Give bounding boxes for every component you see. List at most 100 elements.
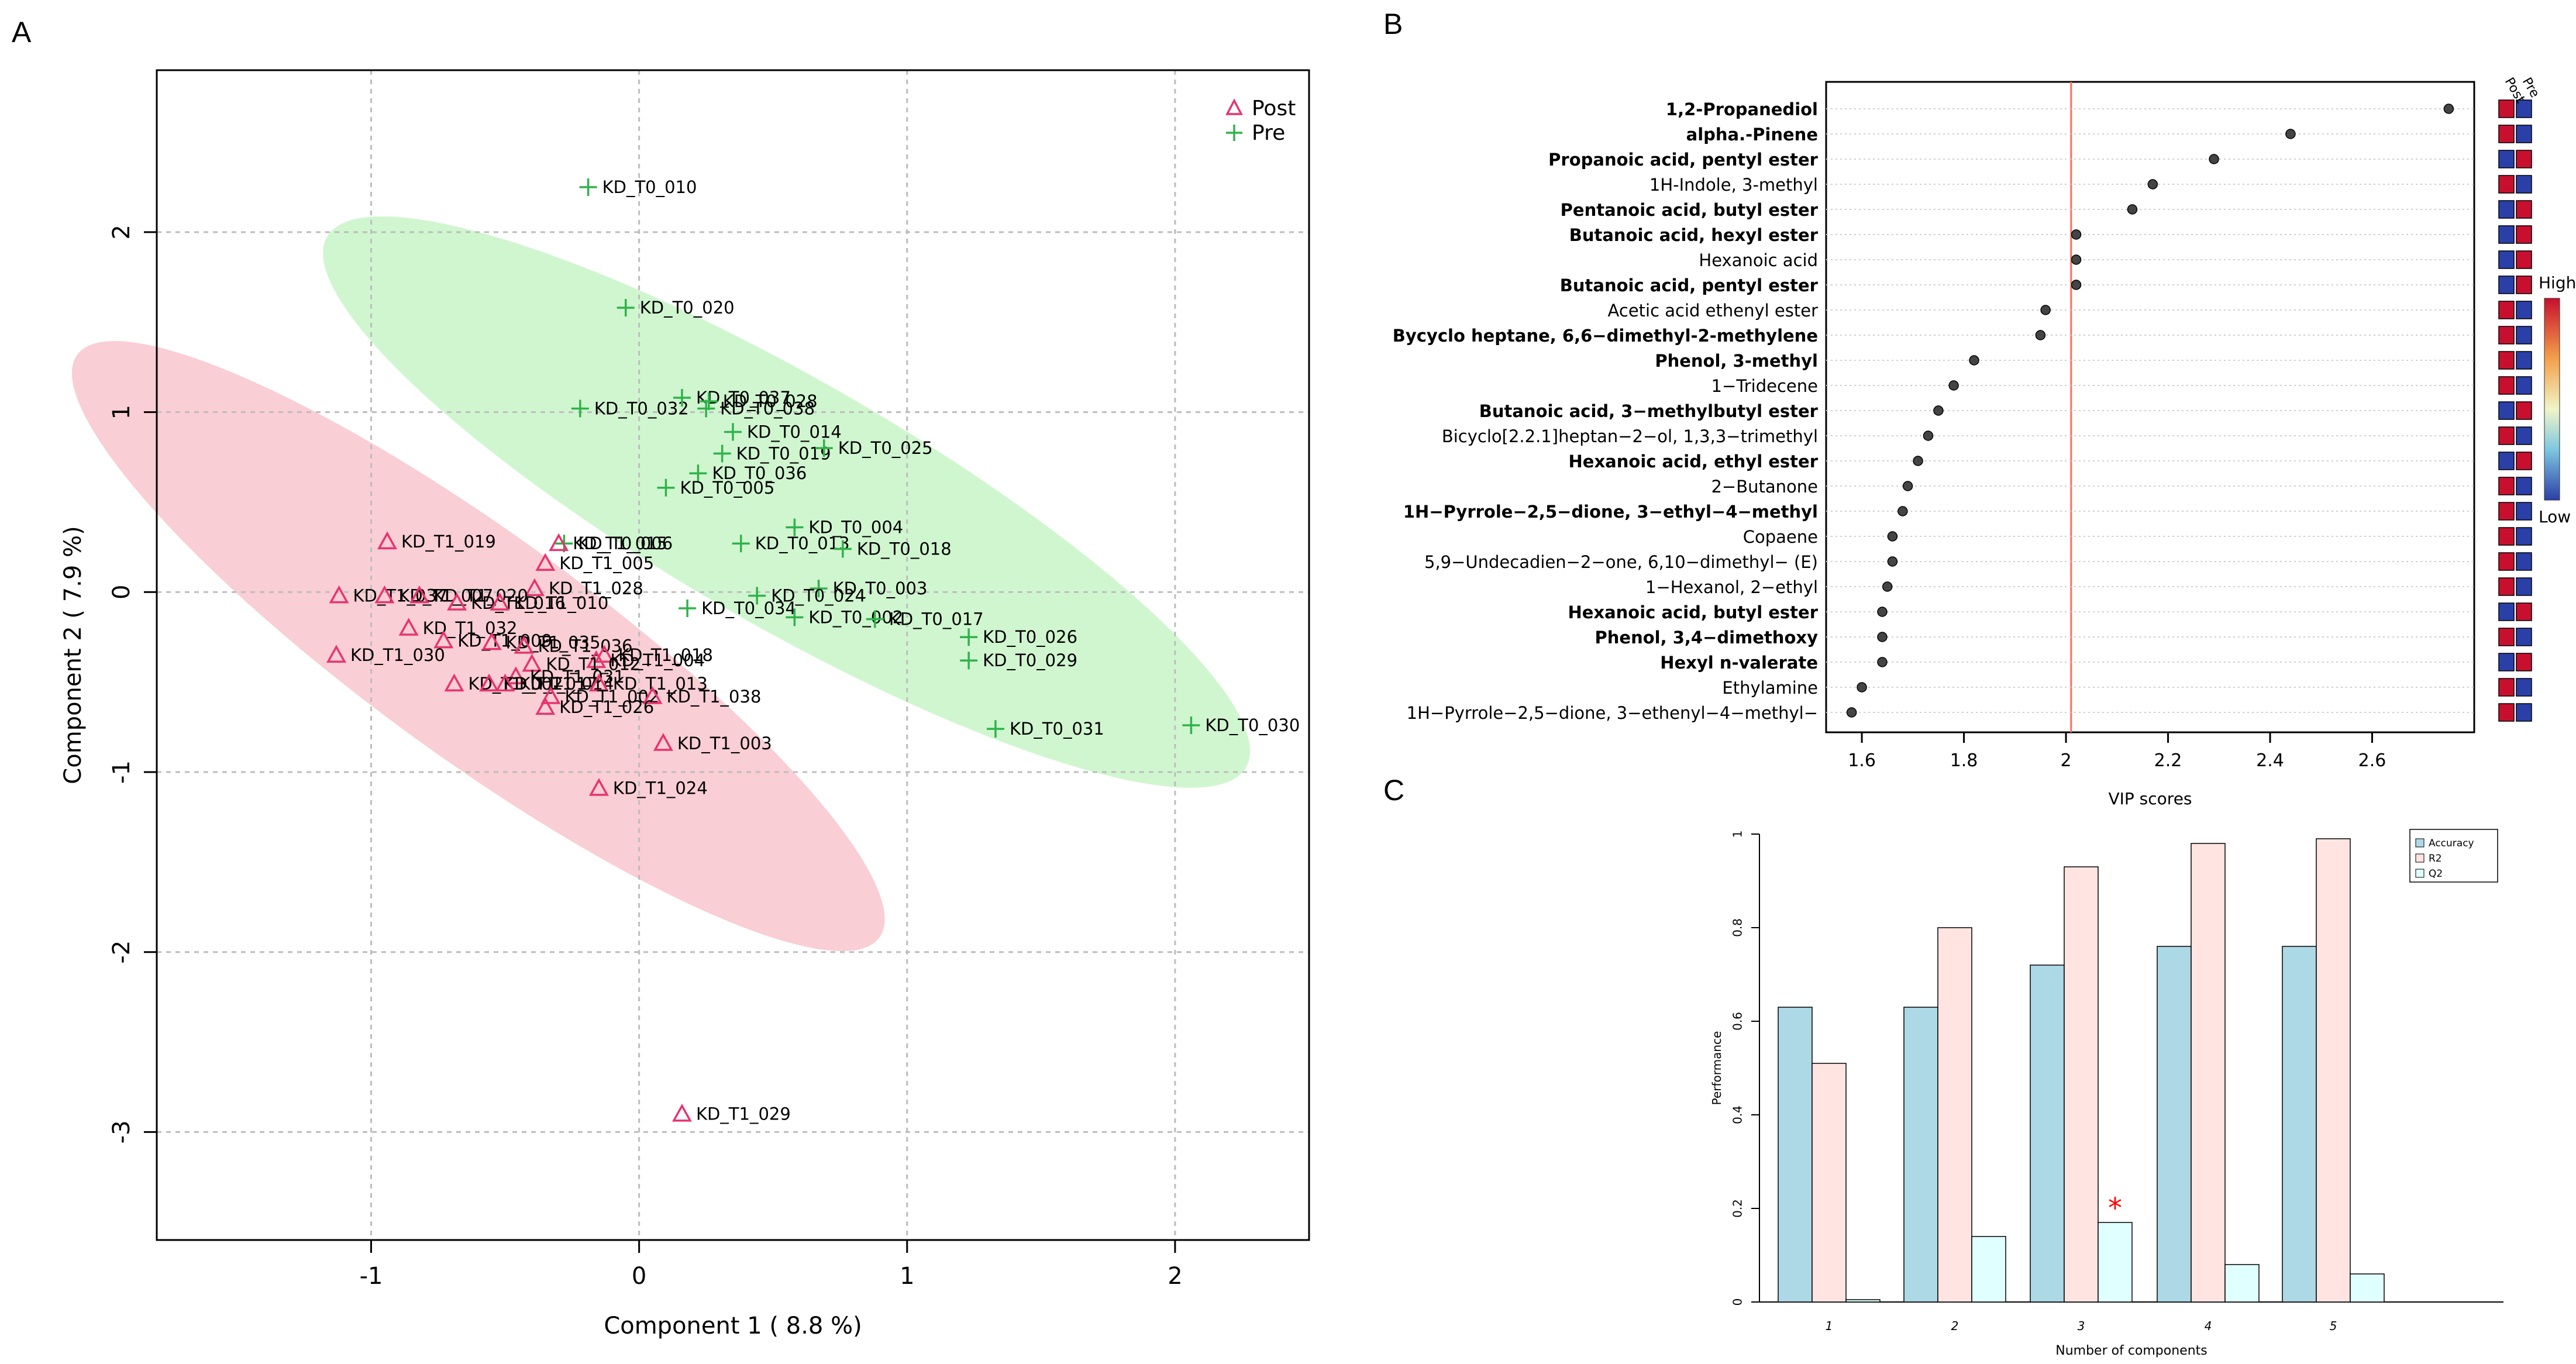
vip-dot (1857, 682, 1867, 693)
data-point-post (588, 673, 609, 692)
point-label: KD_T0_025 (838, 438, 933, 458)
x-tick-label: 2.4 (2256, 750, 2284, 771)
data-point-pre (713, 445, 731, 463)
legend-label: Q2 (2429, 868, 2443, 880)
heatmap-cell-post (2498, 150, 2515, 168)
y-tick-label: 0.2 (1731, 1199, 1745, 1218)
heatmap-cell-post (2498, 376, 2515, 395)
feature-label: Ethylamine (1722, 678, 1818, 698)
heatmap-cell-pre (2516, 376, 2532, 395)
heatmap-cell-post (2498, 326, 2515, 345)
legend-box (2409, 829, 2498, 883)
point-label: KD_T0_005 (680, 478, 774, 498)
point-label: KD_T0_018 (857, 539, 952, 559)
heatmap-cell-pre (2516, 452, 2532, 470)
vip-dot (2071, 254, 2082, 265)
data-point-pre (700, 392, 718, 411)
data-point-pre (786, 608, 804, 626)
x-tick-label: 2 (1168, 1263, 1182, 1290)
bar-q2 (1845, 1299, 1881, 1303)
y-tick-label: -3 (108, 1120, 135, 1143)
feature-label: Butanoic acid, hexyl ester (1569, 225, 1819, 245)
heatmap-cell-pre (2516, 250, 2532, 269)
vip-dot (2127, 204, 2138, 215)
legend-swatch (2415, 838, 2425, 848)
point-label: KD_T1_003 (677, 733, 772, 753)
data-point-post (535, 553, 556, 571)
data-point-pre (748, 587, 766, 605)
y-axis-label: Component 2 ( 7.9 %) (60, 526, 87, 784)
point-label: KD_T1_004 (610, 650, 705, 670)
vip-dot (1933, 405, 1944, 416)
x-axis-label: Component 1 ( 8.8 %) (604, 1313, 862, 1339)
heatmap-cell-post (2498, 527, 2515, 546)
feature-label: Bicyclo[2.2.1]heptan−2−ol, 1,3,3−trimeth… (1442, 426, 1818, 446)
legend-label-pre: Pre (1252, 121, 1285, 145)
heatmap-cell-post (2498, 552, 2515, 571)
y-tick-label: 0.8 (1731, 918, 1745, 937)
bar-r2 (2316, 838, 2351, 1303)
colorbar (2544, 298, 2560, 501)
point-label: KD_T0_034 (701, 598, 796, 618)
feature-label: 5,9−Undecadien−2−one, 6,10−dimethyl− (E) (1424, 552, 1818, 572)
x-tick-label: 2.6 (2358, 750, 2386, 771)
x-tick-label: 1 (1826, 1319, 1833, 1333)
point-label: KD_T1_026 (559, 697, 654, 717)
feature-label: Butanoic acid, 3−methylbutyl ester (1479, 401, 1819, 421)
x-tick-label: 1 (900, 1263, 914, 1290)
x-tick-label: 3 (2078, 1319, 2085, 1333)
feature-label: Hexanoic acid, ethyl ester (1569, 452, 1819, 471)
data-point-post (447, 593, 467, 611)
heatmap-cell-post (2498, 703, 2515, 722)
data-point-pre (689, 464, 707, 483)
best-component-marker: * (2108, 1192, 2122, 1225)
heatmap-cell-pre (2516, 351, 2532, 370)
point-label: KD_T0_029 (983, 650, 1077, 670)
feature-label: Hexanoic acid, butyl ester (1568, 602, 1818, 622)
bar-accuracy (2157, 946, 2192, 1303)
data-point-post (326, 645, 346, 663)
point-label: KD_T0_024 (771, 585, 866, 605)
heatmap-cell-pre (2516, 200, 2532, 219)
feature-label: 1,2-Propanediol (1666, 99, 1818, 119)
x-tick-label: 0 (632, 1263, 646, 1290)
data-point-post (479, 673, 500, 692)
y-tick-label: 0 (1731, 1298, 1745, 1306)
x-axis-label: Number of components (2055, 1344, 2207, 1358)
data-point-post (398, 618, 419, 636)
heatmap-cell-post (2498, 577, 2515, 596)
feature-label: Bycyclo heptane, 6,6−dimethyl-2-methylen… (1393, 326, 1818, 346)
heatmap-cell-post (2498, 426, 2515, 445)
point-label: KD_T0_002 (808, 607, 903, 627)
bar-q2 (2224, 1264, 2260, 1303)
x-tick-label: 2.2 (2154, 750, 2182, 771)
vip-score-plot: 1,2-Propanediol alpha.-Pinene Propanoic ac… (1393, 75, 2576, 809)
feature-label: Hexanoic acid (1699, 250, 1818, 270)
point-label: KD_T1_005 (559, 553, 654, 573)
vip-dot (1923, 430, 1934, 441)
point-label: KD_T0_020 (640, 298, 735, 318)
bar-r2 (1812, 1063, 1847, 1303)
bar-accuracy (2282, 946, 2317, 1303)
heatmap-cell-pre (2516, 225, 2532, 244)
bar-q2 (2098, 1222, 2133, 1303)
point-label: KD_T0_004 (808, 518, 903, 538)
heatmap-cell-pre (2516, 552, 2532, 571)
data-point-post (588, 778, 609, 796)
y-tick-label: 0.4 (1731, 1105, 1745, 1124)
vip-dot (1877, 607, 1888, 617)
point-label: KD_T0_014 (747, 422, 842, 442)
point-label: KD_T1_037 (353, 585, 448, 605)
legend-label-post: Post (1252, 97, 1296, 120)
heatmap-cell-pre (2516, 175, 2532, 194)
heatmap-cell-post (2498, 99, 2515, 118)
data-point-post (514, 636, 534, 654)
heatmap-cell-pre (2516, 653, 2532, 671)
point-label: KD_T1_019 (401, 532, 496, 552)
performance-bar-chart: 0 0.2 0.4 0.6 0.8 1 1 2 3 4 5 * Number of components… (1710, 829, 2503, 1358)
point-label: KD_T1_036 (538, 636, 633, 656)
data-point-pre (657, 478, 675, 497)
point-label: KD_T1_032 (423, 618, 518, 638)
ellipse-pre (323, 216, 1251, 788)
y-tick-label: 0 (108, 585, 135, 600)
